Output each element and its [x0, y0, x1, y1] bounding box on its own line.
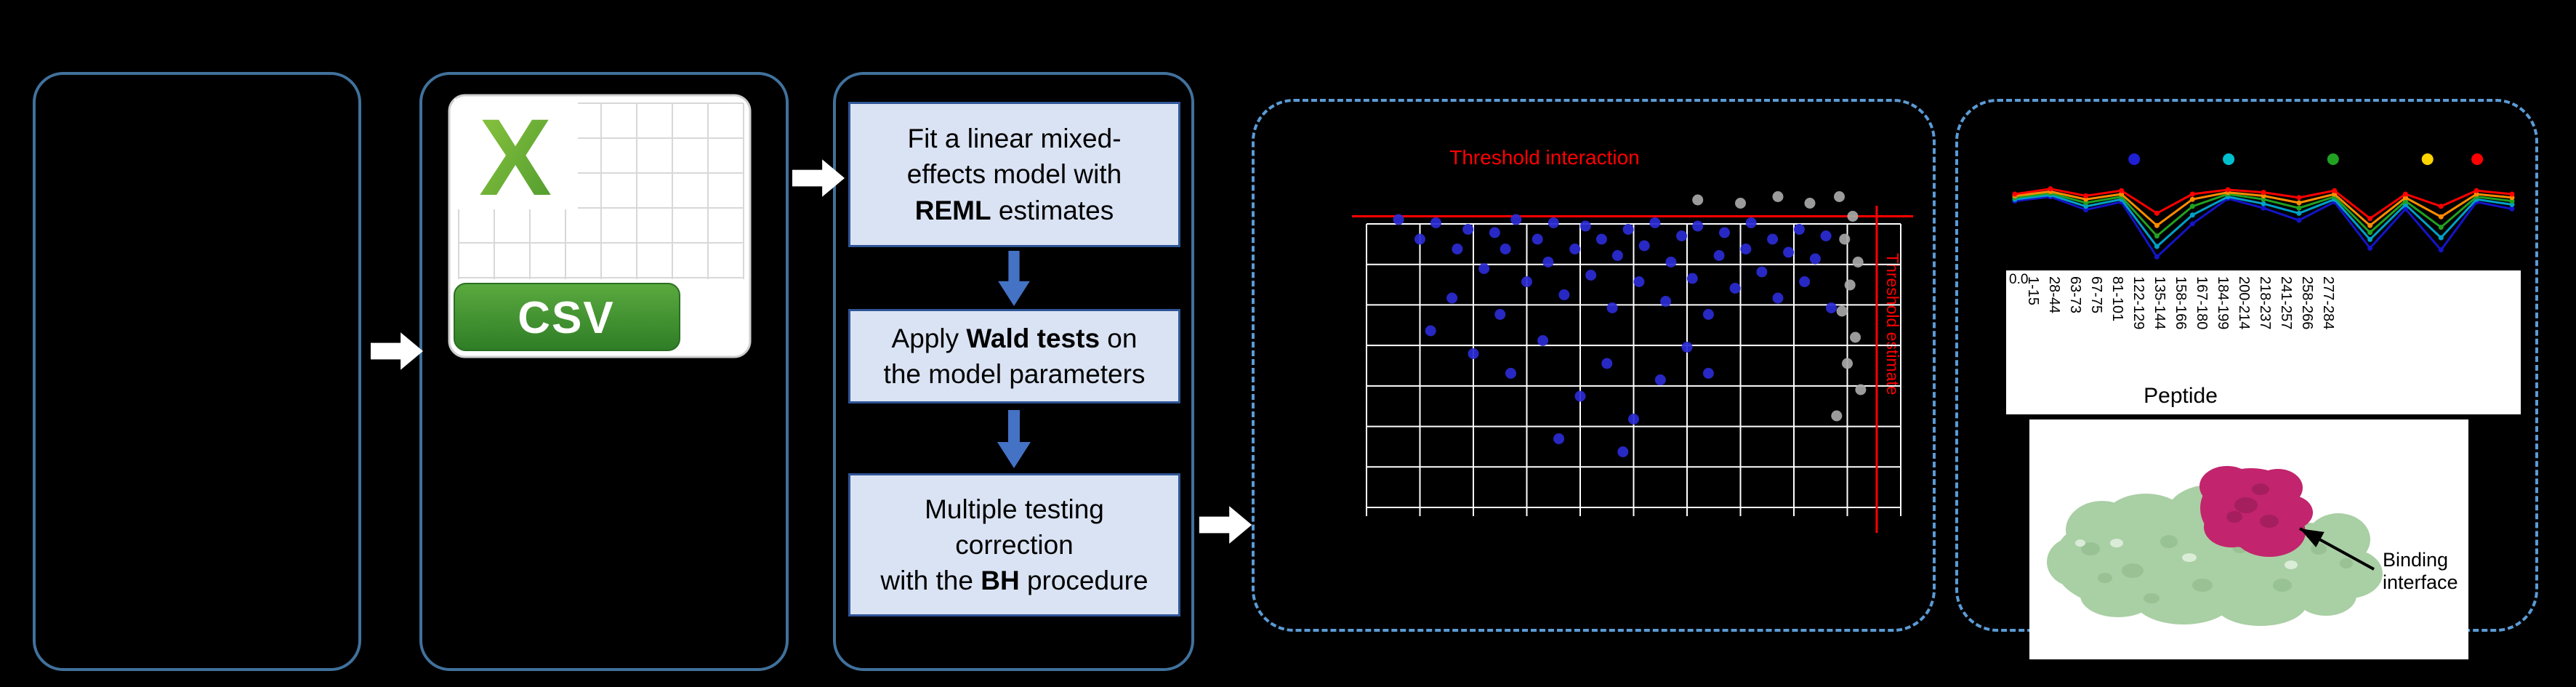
peptide-tick-label: 28-44 — [2046, 276, 2062, 314]
excel-x-glyph: X — [479, 96, 552, 218]
binding-interface-label: Binding interface — [2383, 549, 2458, 594]
legend-dot — [2128, 153, 2141, 165]
scatter-plot: Threshold interaction Threshold estimate — [1352, 146, 1913, 533]
arrow-right-icon — [792, 159, 845, 197]
gray-points — [1692, 191, 1867, 422]
arrow-down-icon — [997, 410, 1031, 468]
peptide-tick-label: 63-73 — [2067, 276, 2083, 314]
step-text-line: the model parameters — [883, 359, 1146, 389]
legend-dot — [2421, 153, 2434, 165]
x-axis-title: Peptide — [2144, 384, 2218, 408]
csv-label: CSV — [518, 293, 614, 343]
step-text-line: Multiple testing — [925, 494, 1104, 524]
uptake-series-red — [2012, 186, 2515, 222]
legend-dot — [2471, 153, 2484, 165]
peptide-tick-label: 258-266 — [2299, 276, 2315, 330]
step-text: Apply Wald tests on the model parameters — [884, 321, 1146, 392]
binding-interface-arrow — [2299, 527, 2375, 571]
uptake-series-green — [2012, 190, 2515, 239]
step-text-line: estimates — [991, 195, 1114, 225]
uptake-line-plot — [2012, 153, 2515, 260]
panel-input — [33, 72, 361, 671]
step-text-bold: Wald tests — [966, 323, 1100, 353]
y-axis-tick-label: 0.0 — [2009, 272, 2029, 287]
step-text-line: procedure — [1019, 566, 1148, 596]
step-text-bold: BH — [981, 566, 1020, 596]
peptide-tick-label: 81-101 — [2109, 276, 2125, 322]
binding-interface-region — [2199, 466, 2313, 557]
arrow-right-icon — [371, 332, 423, 370]
step-bh-correction: Multiple testing correction with the BH … — [848, 473, 1180, 616]
peptide-tick-label: 1-15 — [2025, 276, 2041, 306]
step-text-line: Fit a linear mixed- — [907, 124, 1122, 154]
peptide-tick-label: 200-214 — [2236, 276, 2252, 330]
peptide-tick-label: 122-129 — [2130, 276, 2146, 330]
peptide-tick-label: 135-144 — [2152, 276, 2168, 330]
peptide-tick-label: 67-75 — [2088, 276, 2104, 314]
peptide-tick-label: 241-257 — [2278, 276, 2294, 330]
step-text-line: Apply — [891, 323, 967, 353]
peptide-tick-label: 218-237 — [2257, 276, 2273, 330]
timepoint-legend-dots — [2128, 153, 2484, 165]
step-text-line: correction — [955, 529, 1074, 560]
panel-results-scatter — [1252, 99, 1936, 632]
legend-dot — [2327, 153, 2339, 165]
step-wald-tests: Apply Wald tests on the model parameters — [848, 309, 1180, 403]
peptide-tick-label: 158-166 — [2173, 276, 2189, 330]
legend-dot — [2223, 153, 2235, 165]
peptide-axis: 0.0 1-15 28-44 63-73 67-75 81-101 122-129 135-… — [2006, 270, 2521, 414]
scatter-title: Threshold interaction — [1449, 146, 1639, 169]
protein-surface-highlights — [2075, 539, 2298, 569]
arrow-down-icon — [998, 251, 1030, 306]
binding-interface-shading — [2226, 483, 2279, 528]
step-text-line: with the — [880, 566, 981, 596]
blue-points — [1393, 214, 1837, 457]
step-fit-mixed-model: Fit a linear mixed- effects model with R… — [848, 102, 1180, 247]
protein-structure-image — [2047, 466, 2383, 626]
peptide-tick-label: 277-284 — [2320, 276, 2336, 330]
step-text-line: effects model with — [906, 159, 1122, 190]
protein-surface-shading — [2081, 535, 2353, 603]
csv-file-icon: X CSV — [448, 94, 752, 358]
step-text: Fit a linear mixed- effects model with R… — [907, 121, 1122, 228]
step-text-bold: REML — [914, 195, 991, 225]
step-text-line: on — [1100, 323, 1138, 353]
peptide-tick-label: 167-180 — [2194, 276, 2210, 330]
csv-ribbon — [454, 283, 680, 351]
step-text: Multiple testing correction with the BH … — [880, 491, 1148, 599]
arrow-right-icon — [1199, 506, 1252, 544]
scatter-right-axis-label: Threshold estimate — [1883, 253, 1902, 395]
x-backing — [454, 99, 578, 209]
scatter-grid — [1366, 223, 1901, 516]
protein-structure-panel: Binding interface — [2029, 419, 2468, 659]
peptide-tick-label: 184-199 — [2215, 276, 2231, 330]
